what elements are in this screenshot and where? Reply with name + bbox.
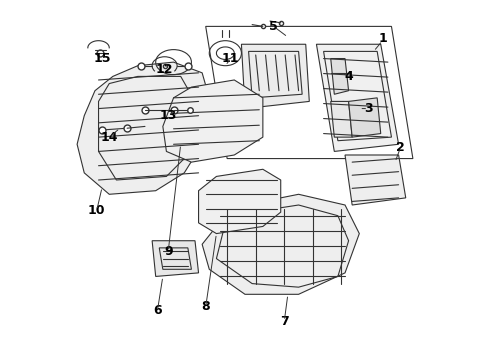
Polygon shape	[331, 102, 352, 137]
Polygon shape	[202, 194, 359, 294]
Text: 11: 11	[222, 52, 240, 65]
Text: 3: 3	[364, 102, 372, 115]
Polygon shape	[242, 44, 309, 109]
Polygon shape	[345, 155, 406, 205]
Polygon shape	[198, 169, 281, 234]
Text: 8: 8	[201, 300, 210, 313]
Polygon shape	[331, 59, 348, 94]
Text: 4: 4	[344, 70, 353, 83]
Polygon shape	[152, 241, 198, 276]
Text: 1: 1	[378, 32, 387, 45]
Text: 9: 9	[164, 245, 172, 258]
Text: 2: 2	[396, 141, 405, 154]
Text: 12: 12	[156, 63, 173, 76]
Text: 6: 6	[153, 304, 162, 317]
Text: 5: 5	[269, 20, 278, 33]
Polygon shape	[163, 80, 263, 162]
Text: 15: 15	[94, 52, 111, 65]
Polygon shape	[77, 62, 209, 194]
Text: 10: 10	[88, 204, 105, 217]
Polygon shape	[348, 98, 381, 137]
Polygon shape	[317, 44, 398, 152]
Text: 14: 14	[100, 131, 118, 144]
Text: 7: 7	[280, 315, 289, 328]
Text: 13: 13	[160, 109, 177, 122]
Polygon shape	[206, 26, 413, 158]
